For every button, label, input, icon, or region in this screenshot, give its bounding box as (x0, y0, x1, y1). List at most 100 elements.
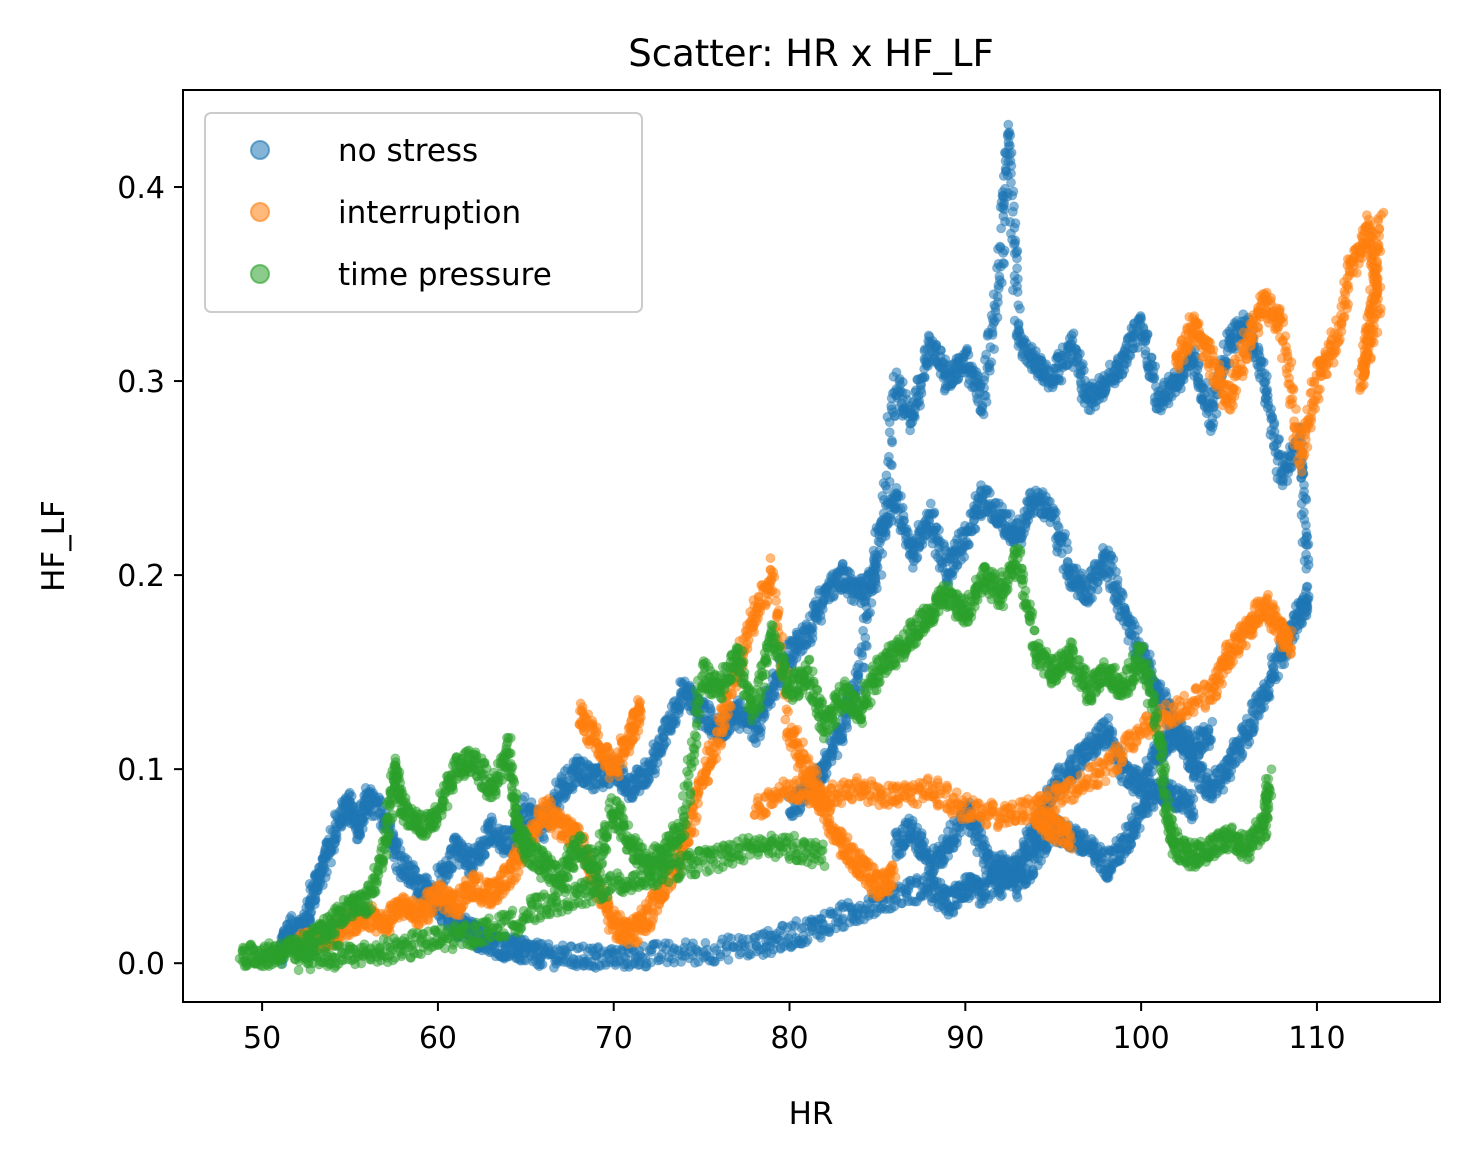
data-point (1187, 811, 1197, 822)
data-point (1111, 566, 1121, 577)
data-point (1218, 784, 1229, 795)
data-point (1273, 671, 1284, 682)
data-point (1048, 503, 1059, 514)
data-point (1135, 312, 1146, 323)
data-point (842, 722, 853, 733)
data-point (999, 258, 1010, 269)
data-point (1015, 303, 1025, 314)
data-point (987, 323, 997, 333)
data-point (896, 491, 906, 501)
data-point (1066, 330, 1077, 341)
data-point (1235, 745, 1246, 756)
data-point (1112, 574, 1123, 585)
data-point (886, 460, 897, 471)
data-point (1208, 418, 1219, 429)
data-point (1282, 476, 1293, 487)
data-point (357, 823, 368, 834)
data-point (1300, 520, 1311, 531)
data-point (807, 628, 818, 639)
data-point (1002, 129, 1013, 140)
data-point (1056, 375, 1067, 386)
data-point (1269, 417, 1280, 428)
data-point (1075, 348, 1085, 359)
data-point (978, 409, 989, 420)
data-point (883, 451, 894, 462)
data-point (836, 731, 847, 742)
data-point (871, 554, 882, 565)
data-point (1303, 554, 1314, 565)
data-point (1274, 434, 1285, 444)
data-point (1012, 246, 1023, 256)
data-point (984, 487, 995, 498)
data-point (1260, 376, 1271, 387)
data-point (674, 703, 685, 714)
data-point (1299, 486, 1310, 497)
data-point (963, 349, 974, 360)
data-point (756, 723, 766, 734)
data-point (885, 512, 896, 523)
data-point (961, 536, 972, 547)
data-point (1301, 602, 1312, 613)
data-point (409, 864, 420, 875)
data-point (1188, 793, 1199, 804)
data-point (886, 435, 897, 446)
data-point (905, 425, 916, 436)
data-point (1003, 119, 1014, 130)
data-point (1303, 594, 1314, 605)
data-point (769, 690, 779, 701)
data-point (934, 525, 944, 535)
data-point (319, 863, 330, 874)
data-point (970, 524, 981, 534)
data-point (1007, 206, 1018, 217)
data-point (992, 312, 1003, 323)
data-point (1256, 355, 1266, 366)
data-point (866, 577, 877, 588)
data-point (1209, 401, 1220, 412)
plot-area (234, 119, 1389, 976)
data-point (861, 641, 872, 652)
data-point (537, 959, 548, 970)
data-point (1078, 365, 1089, 376)
data-point (1132, 625, 1143, 635)
data-point (1262, 395, 1273, 406)
data-point (306, 906, 317, 917)
data-point (1301, 582, 1312, 593)
data-point (925, 498, 936, 509)
data-point (992, 291, 1003, 302)
data-point (1012, 892, 1023, 903)
data-point (999, 200, 1009, 211)
data-point (1062, 544, 1073, 555)
data-point (1012, 287, 1023, 297)
data-point (1010, 218, 1021, 229)
data-point (897, 502, 908, 513)
data-point (857, 650, 868, 661)
data-point (1149, 372, 1160, 383)
data-point (866, 598, 877, 608)
data-point (1263, 688, 1274, 699)
data-point (858, 625, 869, 636)
chart-title: Scatter: HR x HF_LF (628, 32, 994, 75)
data-point (670, 718, 681, 729)
data-point (919, 372, 930, 383)
data-point (832, 750, 843, 761)
data-point (723, 954, 734, 965)
data-point (479, 849, 490, 860)
data-point (1017, 531, 1028, 542)
data-point (999, 245, 1010, 256)
data-point (1005, 509, 1016, 519)
data-point (1140, 335, 1151, 346)
data-point (915, 385, 926, 395)
data-point (1085, 593, 1096, 604)
data-point (1301, 563, 1312, 574)
data-point (372, 797, 383, 808)
data-point (979, 390, 990, 401)
data-point (986, 357, 997, 368)
data-point (1302, 531, 1313, 542)
data-point (1006, 160, 1017, 171)
data-point (1117, 590, 1128, 601)
data-point (1009, 277, 1020, 287)
data-point (897, 377, 908, 388)
data-point (1008, 186, 1019, 197)
data-point (985, 342, 996, 353)
